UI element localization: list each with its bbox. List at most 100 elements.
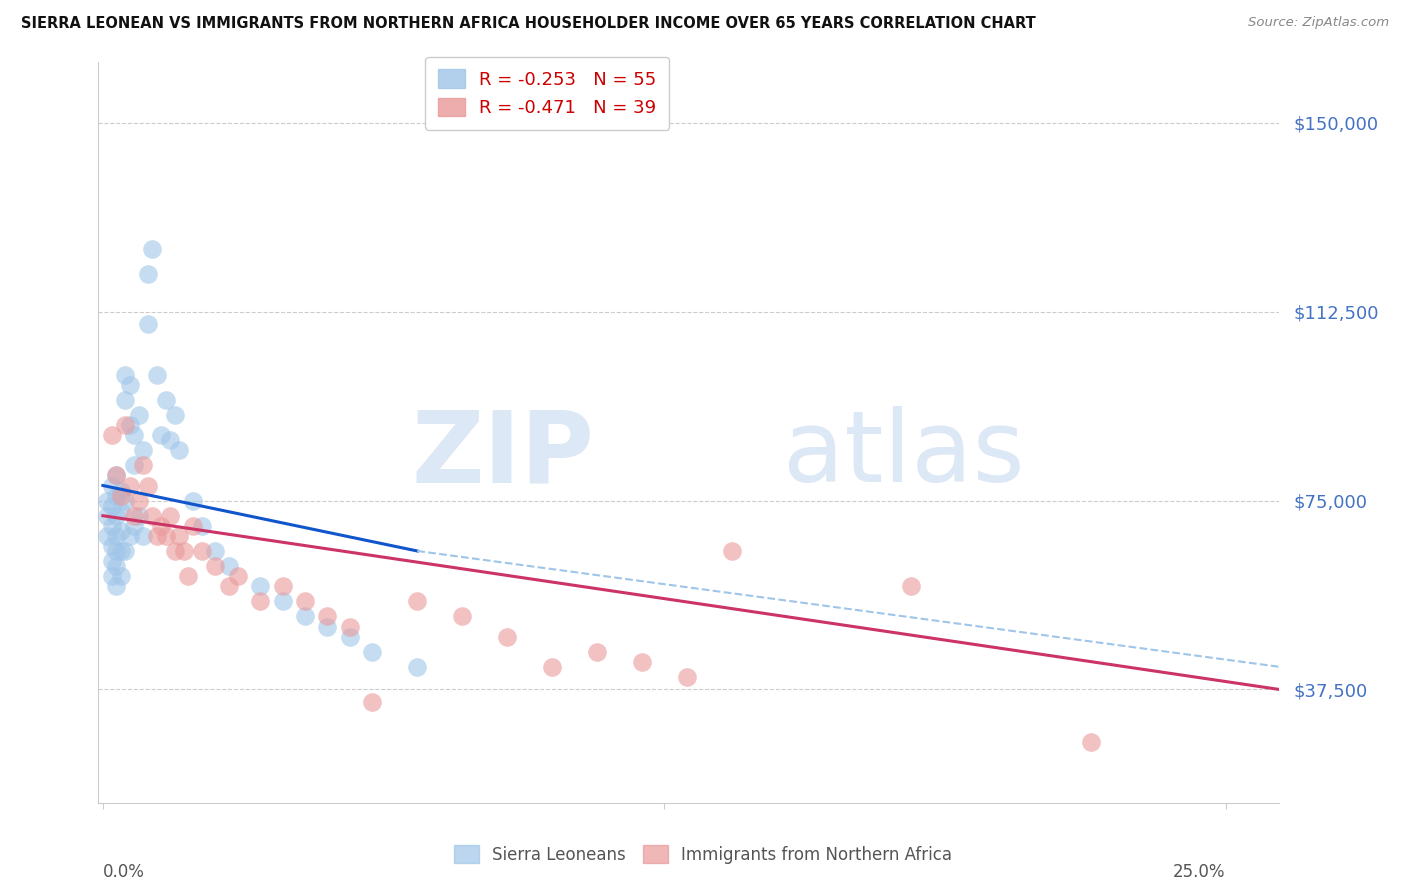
Point	[110, 489, 132, 503]
Point	[146, 529, 169, 543]
Legend: Sierra Leoneans, Immigrants from Northern Africa: Sierra Leoneans, Immigrants from Norther…	[447, 838, 959, 871]
Point	[132, 529, 155, 543]
Point	[124, 458, 146, 473]
Text: ZIP: ZIP	[412, 407, 595, 503]
Point	[141, 242, 163, 256]
Point	[190, 518, 212, 533]
Point	[190, 544, 212, 558]
Point	[361, 695, 384, 709]
Text: 25.0%: 25.0%	[1173, 863, 1226, 881]
Point	[105, 579, 128, 593]
Point	[132, 443, 155, 458]
Point	[124, 508, 146, 523]
Point	[173, 544, 195, 558]
Point	[177, 569, 200, 583]
Point	[118, 529, 141, 543]
Point	[150, 518, 173, 533]
Point	[159, 433, 181, 447]
Point	[406, 660, 429, 674]
Point	[114, 392, 136, 407]
Point	[226, 569, 249, 583]
Point	[105, 468, 128, 483]
Point	[141, 508, 163, 523]
Point	[163, 544, 186, 558]
Point	[630, 655, 652, 669]
Point	[136, 267, 159, 281]
Point	[406, 594, 429, 608]
Point	[675, 670, 697, 684]
Point	[150, 428, 173, 442]
Point	[271, 579, 294, 593]
Point	[128, 508, 150, 523]
Point	[155, 529, 177, 543]
Point	[124, 518, 146, 533]
Text: 0.0%: 0.0%	[103, 863, 145, 881]
Point	[105, 544, 128, 558]
Point	[294, 594, 316, 608]
Text: SIERRA LEONEAN VS IMMIGRANTS FROM NORTHERN AFRICA HOUSEHOLDER INCOME OVER 65 YEA: SIERRA LEONEAN VS IMMIGRANTS FROM NORTHE…	[21, 16, 1036, 31]
Point	[101, 554, 124, 568]
Point	[118, 377, 141, 392]
Point	[218, 559, 240, 574]
Point	[136, 478, 159, 492]
Point	[110, 544, 132, 558]
Point	[101, 478, 124, 492]
Point	[167, 443, 190, 458]
Point	[105, 489, 128, 503]
Point	[361, 645, 384, 659]
Point	[124, 428, 146, 442]
Point	[128, 408, 150, 422]
Point	[146, 368, 169, 382]
Text: atlas: atlas	[783, 407, 1025, 503]
Point	[900, 579, 922, 593]
Point	[101, 499, 124, 513]
Point	[249, 579, 271, 593]
Point	[101, 539, 124, 553]
Point	[218, 579, 240, 593]
Point	[316, 619, 339, 633]
Point	[339, 630, 361, 644]
Legend: R = -0.253   N = 55, R = -0.471   N = 39: R = -0.253 N = 55, R = -0.471 N = 39	[425, 57, 669, 129]
Point	[118, 418, 141, 433]
Point	[167, 529, 190, 543]
Point	[181, 518, 204, 533]
Point	[136, 318, 159, 332]
Point	[110, 569, 132, 583]
Point	[159, 508, 181, 523]
Point	[1080, 735, 1102, 749]
Point	[128, 493, 150, 508]
Point	[101, 518, 124, 533]
Point	[541, 660, 564, 674]
Point	[249, 594, 271, 608]
Point	[163, 408, 186, 422]
Point	[294, 609, 316, 624]
Point	[586, 645, 609, 659]
Point	[204, 544, 226, 558]
Point	[114, 544, 136, 558]
Point	[110, 524, 132, 538]
Point	[110, 504, 132, 518]
Point	[105, 468, 128, 483]
Point	[96, 529, 118, 543]
Point	[96, 493, 118, 508]
Point	[114, 368, 136, 382]
Point	[105, 529, 128, 543]
Point	[339, 619, 361, 633]
Point	[155, 392, 177, 407]
Point	[204, 559, 226, 574]
Point	[101, 428, 124, 442]
Text: Source: ZipAtlas.com: Source: ZipAtlas.com	[1249, 16, 1389, 29]
Point	[110, 483, 132, 498]
Point	[118, 478, 141, 492]
Point	[720, 544, 742, 558]
Point	[496, 630, 519, 644]
Point	[114, 418, 136, 433]
Point	[271, 594, 294, 608]
Point	[316, 609, 339, 624]
Point	[105, 559, 128, 574]
Point	[96, 508, 118, 523]
Point	[101, 569, 124, 583]
Point	[451, 609, 474, 624]
Point	[105, 508, 128, 523]
Point	[181, 493, 204, 508]
